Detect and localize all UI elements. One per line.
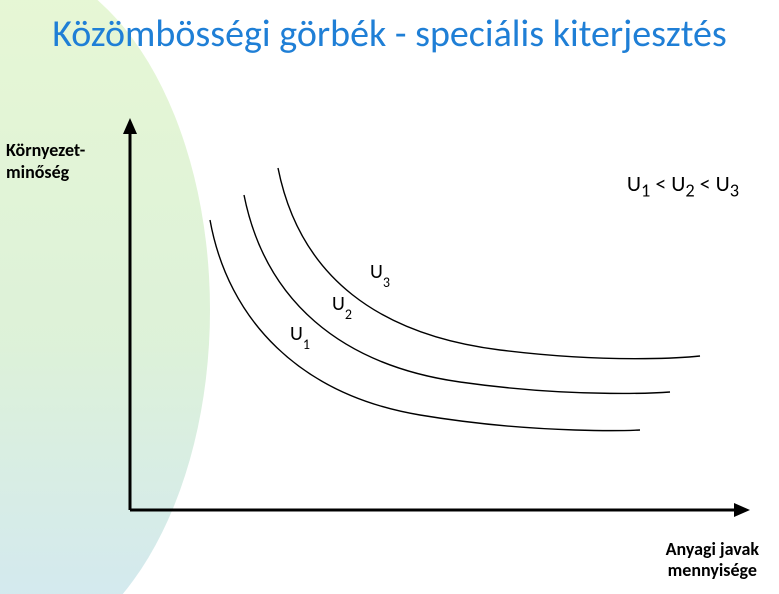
ineq-part-4: < U xyxy=(695,170,730,197)
page-title: Közömbösségi görbék - speciális kiterjes… xyxy=(0,12,779,58)
ineq-part-2: < U xyxy=(650,170,685,197)
ineq-part-1: 1 xyxy=(641,179,650,201)
x-axis-label-line2: mennyisége xyxy=(668,559,757,581)
title-text: Közömbösségi görbék - speciális kiterjes… xyxy=(52,11,727,57)
ineq-part-0: U xyxy=(627,170,641,197)
chart-svg: U1U2U3 xyxy=(0,0,779,594)
inequality-text: U1 < U2 < U3 xyxy=(627,170,739,201)
x-axis-arrowhead xyxy=(734,503,750,517)
y-axis-label: Környezet- minőség xyxy=(6,140,85,183)
curve-label-U1: U1 xyxy=(290,322,310,353)
x-axis-label: Anyagi javak mennyisége xyxy=(666,539,759,582)
x-axis-label-line1: Anyagi javak xyxy=(666,538,759,560)
ineq-part-3: 2 xyxy=(685,179,694,201)
curve-label-U2: U2 xyxy=(332,292,352,323)
curve-label-U3: U3 xyxy=(370,260,390,291)
y-axis-label-line1: Környezet- xyxy=(6,139,85,161)
curve-U2 xyxy=(244,195,670,393)
curve-U1 xyxy=(210,220,640,431)
ineq-part-5: 3 xyxy=(730,179,739,201)
y-axis-label-line2: minőség xyxy=(6,161,69,183)
y-axis-arrowhead xyxy=(123,118,137,134)
indifference-curves: U1U2U3 xyxy=(210,168,700,431)
